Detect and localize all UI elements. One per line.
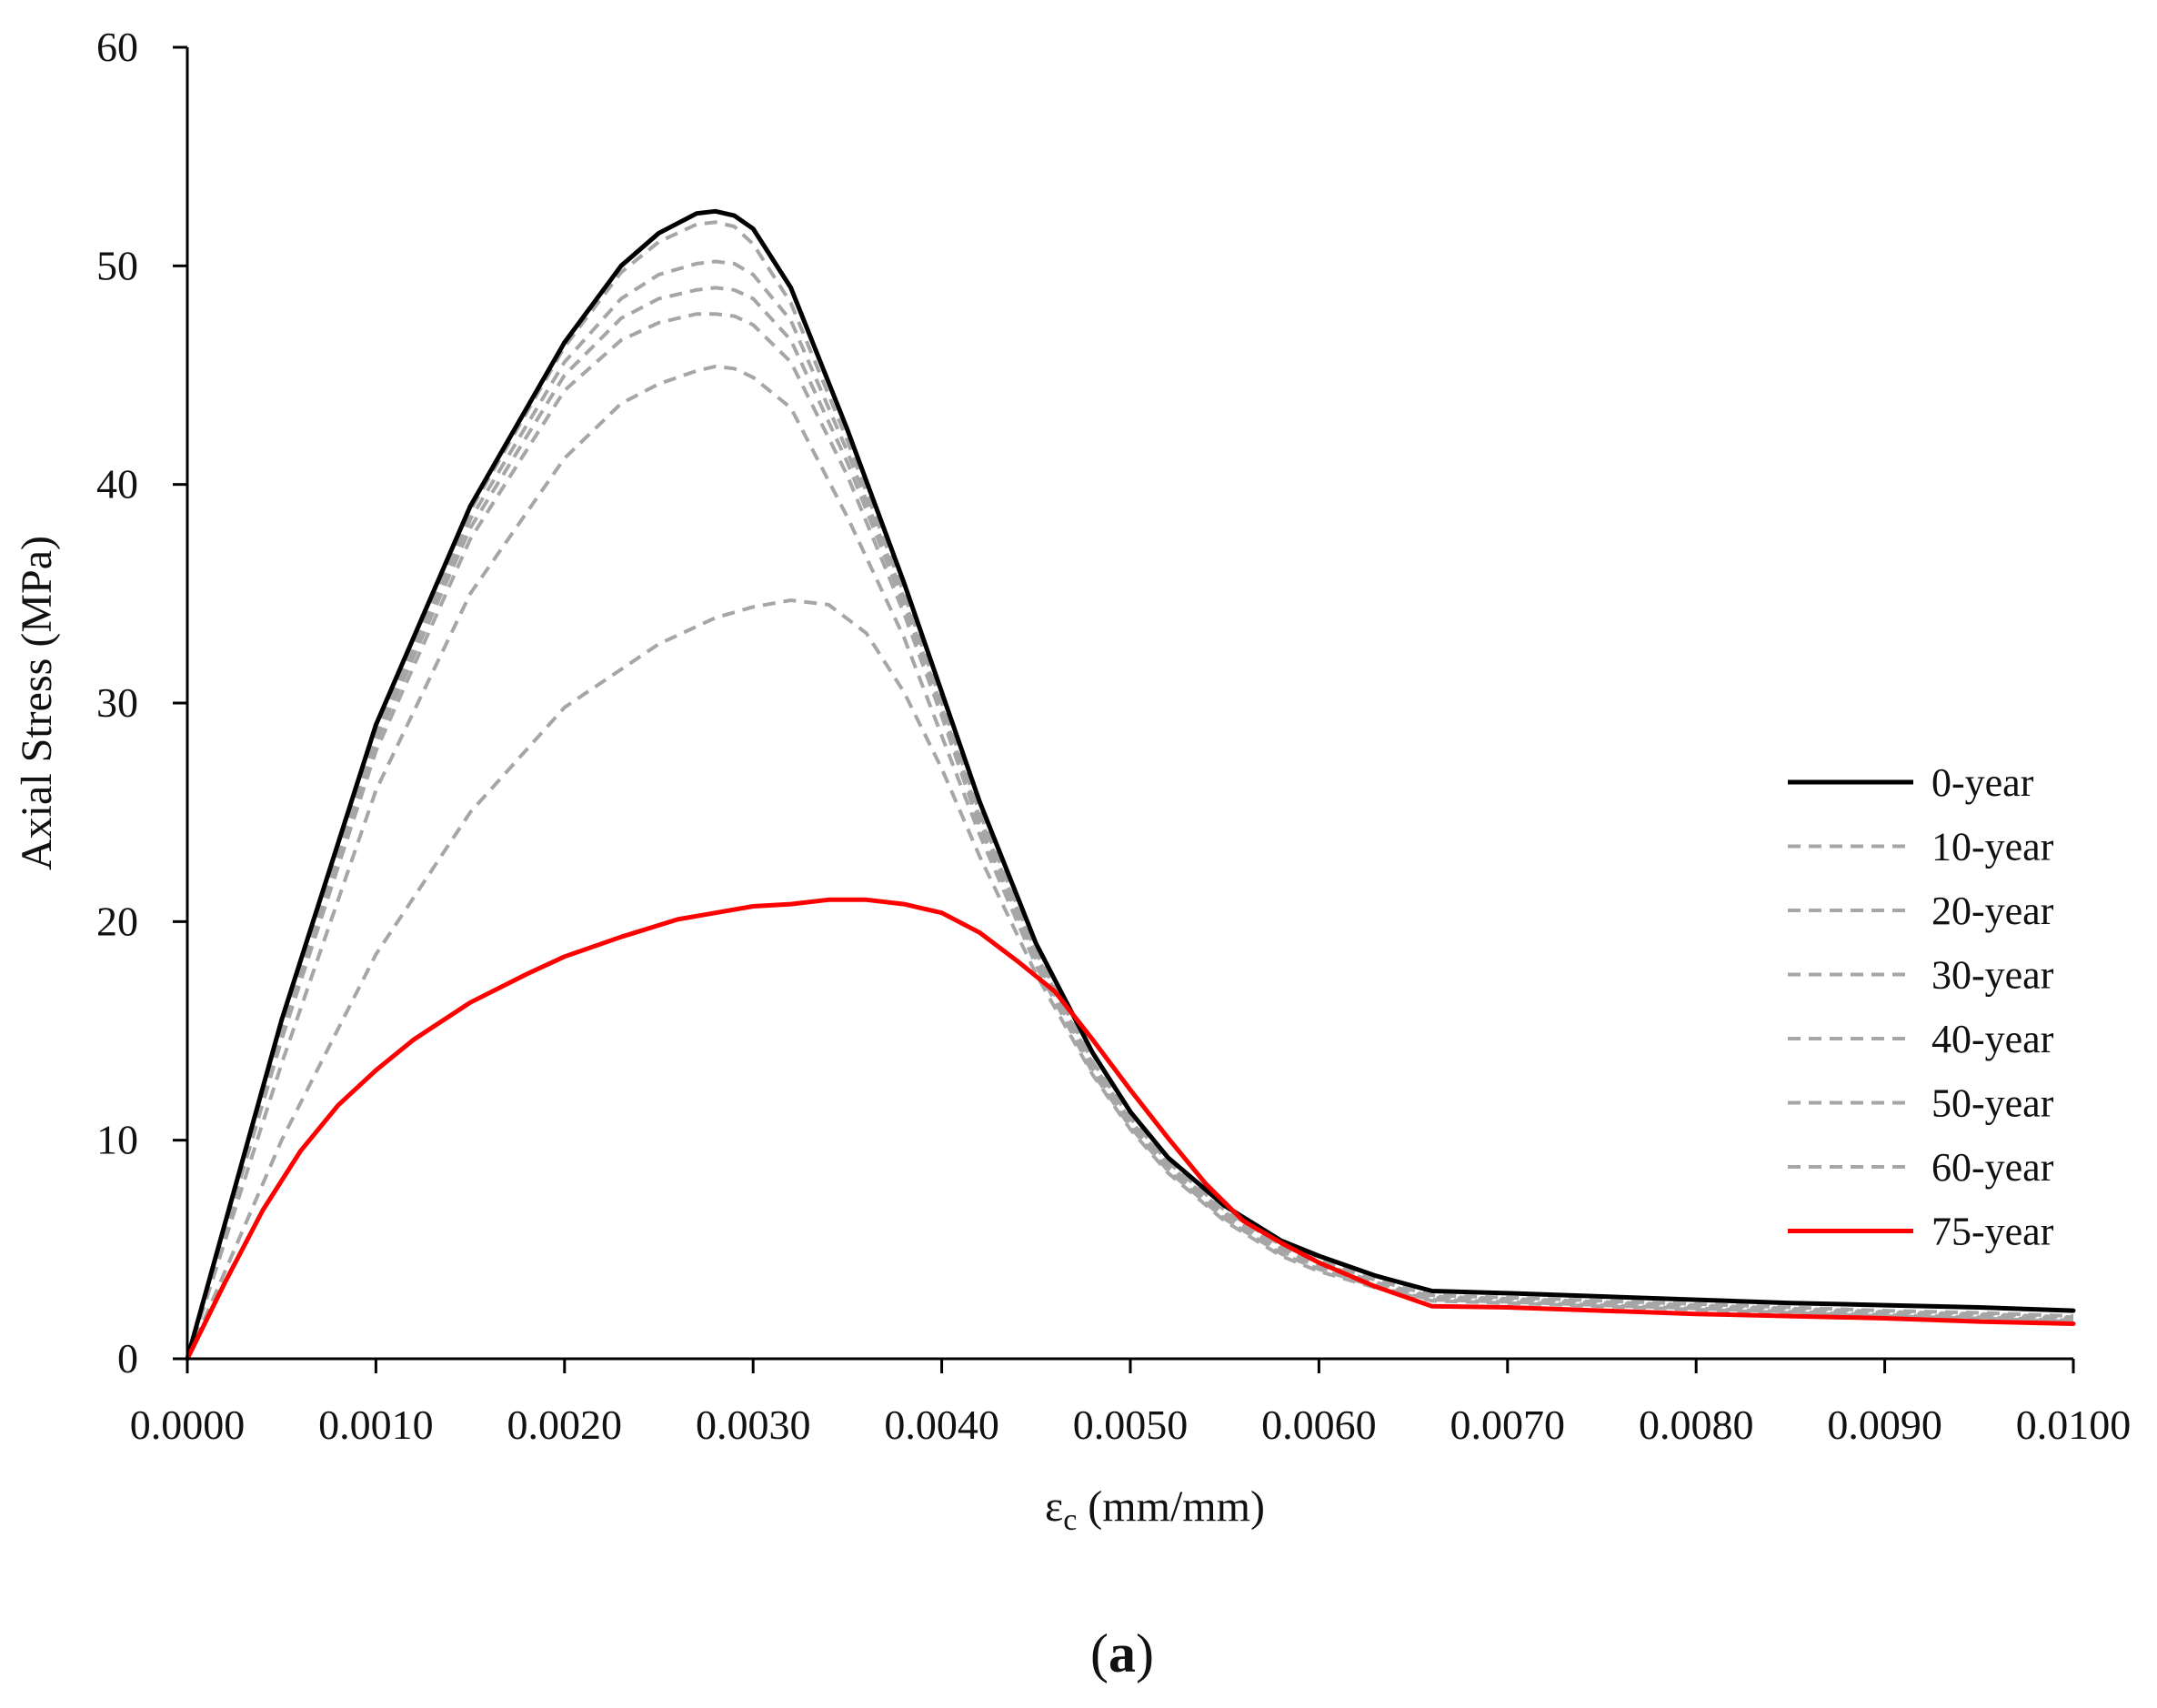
panel-label: (a) bbox=[1090, 1623, 1154, 1683]
y-tick-label: 10 bbox=[96, 1117, 138, 1163]
x-tick-label: 0.0080 bbox=[1639, 1402, 1754, 1448]
x-tick-label: 0.0040 bbox=[884, 1402, 999, 1448]
y-tick-label: 20 bbox=[96, 898, 138, 944]
legend-label-40-year: 40-year bbox=[1931, 1017, 2054, 1061]
legend: 0-year 10-year 20-year 30-year 40-year 50-yea… bbox=[1788, 760, 2054, 1254]
series-line-60-year bbox=[186, 598, 2074, 1360]
x-tick-label: 0.0090 bbox=[1827, 1402, 1942, 1448]
series-line-50-year bbox=[186, 364, 2074, 1360]
x-tick-label: 0.0100 bbox=[2016, 1402, 2132, 1448]
series-line-0-year bbox=[185, 208, 2076, 1361]
legend-label-60-year: 60-year bbox=[1931, 1145, 2054, 1190]
series-line-30-year bbox=[186, 286, 2074, 1360]
legend-label-50-year: 50-year bbox=[1931, 1081, 2054, 1126]
x-tick-label: 0.0060 bbox=[1261, 1402, 1377, 1448]
y-axis-title: Axial Stress (MPa) bbox=[13, 536, 61, 870]
ticks-layer: 0.0000 0.0010 0.0020 0.0030 0.0040 0.0050 0.00… bbox=[96, 24, 2131, 1448]
y-tick-label: 50 bbox=[96, 242, 138, 288]
y-tick-label: 60 bbox=[96, 24, 138, 70]
y-tick-label: 0 bbox=[117, 1335, 138, 1381]
x-axis-title-symbol: ε bbox=[1045, 1482, 1063, 1531]
x-tick-label: 0.0000 bbox=[130, 1402, 246, 1448]
y-tick-label: 40 bbox=[96, 461, 138, 507]
x-axis-title-unit: (mm/mm) bbox=[1088, 1482, 1265, 1531]
x-tick-label: 0.0020 bbox=[507, 1402, 623, 1448]
x-tick-label: 0.0050 bbox=[1073, 1402, 1189, 1448]
y-tick-label: 30 bbox=[96, 679, 138, 726]
series-line-75-year bbox=[185, 897, 2076, 1361]
x-tick-label: 0.0030 bbox=[696, 1402, 811, 1448]
legend-label-10-year: 10-year bbox=[1931, 825, 2054, 869]
legend-label-30-year: 30-year bbox=[1931, 953, 2054, 998]
x-axis-title-subscript: c bbox=[1063, 1503, 1077, 1537]
legend-label-20-year: 20-year bbox=[1931, 889, 2054, 933]
series-line-10-year bbox=[186, 220, 2074, 1360]
series-line-40-year bbox=[186, 312, 2074, 1360]
axes-layer bbox=[186, 47, 2073, 1361]
x-axis-title: εc (mm/mm) bbox=[1045, 1482, 1265, 1537]
series-layer bbox=[185, 208, 2076, 1361]
x-tick-label: 0.0070 bbox=[1450, 1402, 1566, 1448]
legend-label-0-year: 0-year bbox=[1931, 760, 2034, 805]
legend-label-75-year: 75-year bbox=[1931, 1210, 2054, 1254]
x-tick-label: 0.0010 bbox=[318, 1402, 434, 1448]
